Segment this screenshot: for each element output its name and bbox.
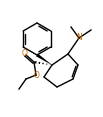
Polygon shape (36, 54, 52, 65)
Text: O: O (34, 71, 40, 80)
Text: O: O (22, 49, 28, 58)
Text: N: N (76, 33, 82, 42)
